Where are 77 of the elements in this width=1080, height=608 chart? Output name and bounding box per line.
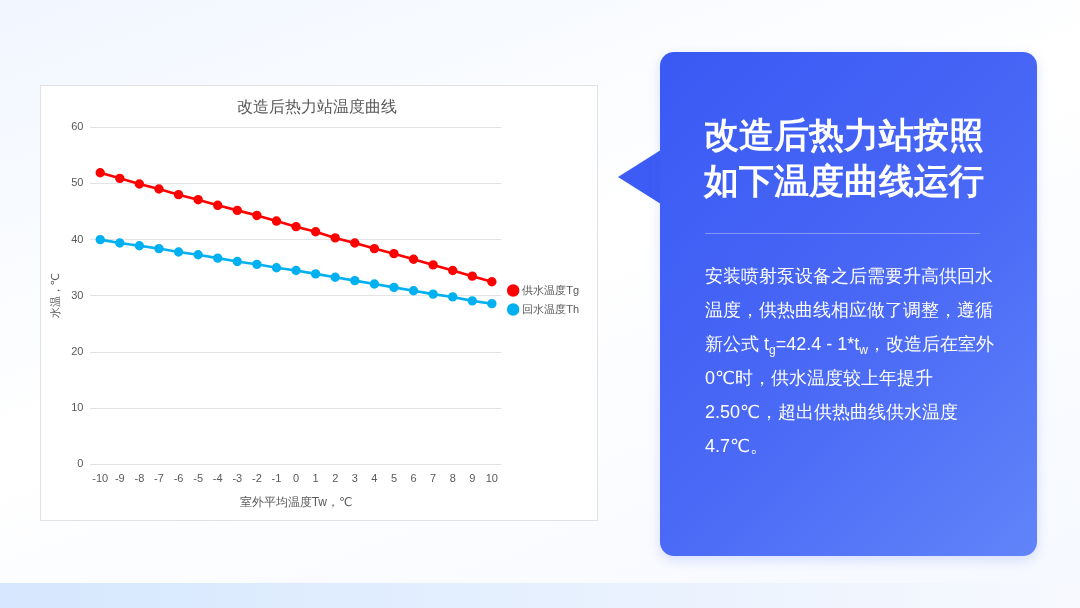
point [369,279,380,289]
point [173,247,184,257]
point [291,221,301,232]
y-tick-label: 60 [71,120,84,133]
x-tick-label: -2 [251,472,262,485]
point [271,263,282,273]
x-tick-label: 2 [332,472,339,485]
x-tick-label: -4 [212,472,223,485]
point [428,289,438,299]
x-tick-label: 5 [390,472,398,485]
x-tick-label: 6 [410,472,417,485]
point [487,298,497,309]
x-tick-label: 1 [312,472,319,485]
point [115,238,125,248]
point [115,173,125,184]
text: 安装喷射泵设备之后需要升高供回水温度，供热曲线相应做了调整，遵循新公式 t$_{g}$=42.4 - 1*t$_{w}$，改造后在室外0℃时，供水温度较上年提升2.50℃，超出供热曲线供水温度4.7℃。 [705,266,994,456]
x-tick-label: 0 [292,472,300,485]
point [408,286,419,296]
point [232,256,242,267]
y-tick-label: 20 [71,345,84,358]
point [213,253,223,263]
point [271,216,282,226]
point [134,241,145,251]
point [428,260,438,270]
point [448,292,458,302]
y-tick-label: 0 [77,457,84,470]
point [213,200,223,211]
point [389,282,399,293]
point [252,259,262,270]
x-tick-label: -9 [114,472,125,485]
point [291,265,301,276]
text: 改造后热力站按照如下温度曲线运行 [704,114,985,202]
point [252,210,262,221]
x-tick-label: 7 [430,472,437,485]
y-tick-label: 10 [71,401,84,414]
y-axis-title: 水温，℃ [48,273,61,319]
point [467,271,477,281]
point [232,205,242,216]
point [173,189,184,200]
x-tick-label: -8 [134,472,145,485]
point [350,238,360,248]
point [330,233,340,243]
point [487,277,497,287]
y-tick-label: 40 [71,232,84,245]
x-axis-title: 室外平均温度Tw，℃ [239,495,353,510]
point [95,168,105,178]
point [389,248,399,259]
point [310,269,321,279]
point [193,195,203,205]
y-tick-label: 30 [71,288,84,301]
x-tick-label: -7 [154,472,164,485]
x-tick-label: -1 [271,472,282,485]
point [193,250,203,260]
x-tick-label: 4 [371,472,378,485]
point [369,243,380,254]
point [154,184,164,194]
chart-title: 改造后热力站温度曲线 [237,98,397,116]
x-tick-label: -6 [173,472,184,485]
x-tick-label: 8 [449,472,456,485]
point [154,243,164,254]
point [330,272,340,282]
point [448,265,458,276]
x-tick-label: 3 [351,472,358,485]
x-tick-label: -3 [232,472,243,485]
point [95,234,105,245]
point [350,275,360,286]
x-tick-label: -5 [193,472,204,485]
x-tick-label: 9 [469,472,476,485]
point [310,227,321,237]
x-tick-label: -10 [92,472,109,485]
point [467,296,477,306]
y-tick-label: 50 [71,176,84,189]
point [134,179,145,189]
legend-label: 回水温度Th [522,302,580,315]
point [408,254,419,264]
legend-label: 供水温度Tg [522,283,580,296]
x-tick-label: 10 [485,472,498,485]
